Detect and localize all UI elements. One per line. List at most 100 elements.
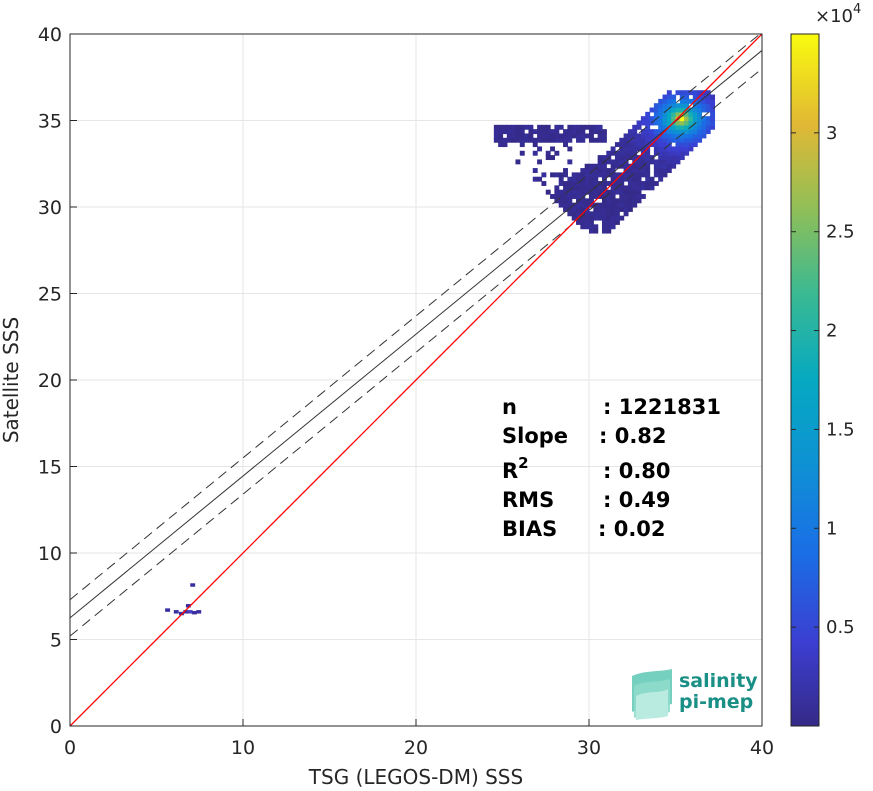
density-cell bbox=[601, 202, 607, 208]
density-cell bbox=[584, 215, 590, 221]
density-cell bbox=[601, 228, 607, 234]
stat-n-value: : 1221831 bbox=[603, 395, 721, 419]
density-cell bbox=[610, 219, 616, 225]
density-cell bbox=[688, 98, 694, 104]
density-cell bbox=[662, 103, 668, 109]
density-cell bbox=[662, 133, 668, 139]
y-tick-label: 40 bbox=[38, 24, 62, 46]
density-cell bbox=[589, 198, 594, 204]
density-cell bbox=[606, 168, 612, 173]
density-cell bbox=[636, 168, 642, 173]
density-cell bbox=[576, 133, 581, 139]
density-cell bbox=[610, 146, 616, 152]
density-cell bbox=[705, 116, 711, 122]
x-tick-label: 10 bbox=[231, 737, 255, 759]
density-cell bbox=[679, 116, 685, 122]
density-cell bbox=[627, 207, 633, 212]
density-cell bbox=[671, 103, 677, 109]
density-cell bbox=[541, 129, 547, 135]
density-cell bbox=[636, 133, 642, 139]
density-cell bbox=[619, 189, 625, 195]
density-cell bbox=[675, 155, 681, 161]
density-cell bbox=[653, 159, 659, 165]
density-cell bbox=[640, 142, 646, 148]
density-cell bbox=[563, 137, 568, 143]
density-cell bbox=[658, 111, 664, 117]
density-cell bbox=[563, 202, 568, 208]
density-cell bbox=[541, 124, 547, 130]
density-cell bbox=[584, 211, 590, 217]
density-cell bbox=[675, 159, 681, 165]
density-cell bbox=[563, 207, 568, 212]
density-cell bbox=[601, 181, 607, 186]
density-cell bbox=[688, 107, 694, 113]
density-cell bbox=[662, 159, 668, 165]
density-cell bbox=[632, 129, 638, 135]
density-cell bbox=[666, 120, 672, 126]
density-cell bbox=[601, 219, 607, 225]
density-cell bbox=[601, 207, 607, 212]
density-cell bbox=[601, 185, 607, 191]
density-cell bbox=[710, 98, 716, 104]
density-cell bbox=[580, 168, 586, 173]
density-cell bbox=[701, 124, 707, 130]
density-cell bbox=[537, 129, 543, 135]
density-cell bbox=[576, 194, 581, 199]
density-cell bbox=[697, 129, 703, 135]
density-cell bbox=[541, 172, 547, 178]
density-cell bbox=[645, 111, 651, 117]
x-tick-label: 20 bbox=[404, 737, 428, 759]
density-cell bbox=[697, 116, 703, 122]
density-cell bbox=[173, 610, 179, 614]
density-cell bbox=[589, 172, 594, 178]
density-cell bbox=[614, 202, 620, 208]
density-cell bbox=[515, 159, 521, 165]
density-cell bbox=[610, 215, 616, 221]
density-cell bbox=[589, 215, 594, 221]
density-cell bbox=[623, 194, 629, 199]
density-cell bbox=[614, 185, 620, 191]
regression-lines bbox=[70, 34, 762, 726]
density-cell bbox=[662, 168, 668, 173]
density-cell bbox=[671, 94, 677, 100]
stat-r2-label: R2 bbox=[502, 454, 529, 483]
density-cell bbox=[593, 176, 599, 182]
density-cell bbox=[614, 215, 620, 221]
density-cell bbox=[563, 133, 568, 139]
density-cell bbox=[666, 146, 672, 152]
density-cell bbox=[658, 124, 664, 130]
density-cell bbox=[606, 172, 612, 178]
density-cell bbox=[640, 159, 646, 165]
density-cell bbox=[705, 90, 711, 96]
density-cell bbox=[597, 211, 603, 217]
density-cell bbox=[554, 150, 560, 156]
density-cell bbox=[636, 120, 642, 126]
density-cell bbox=[606, 211, 612, 217]
density-cell bbox=[710, 120, 716, 126]
density-cell bbox=[619, 198, 625, 204]
density-cell bbox=[597, 159, 603, 165]
density-cell bbox=[606, 219, 612, 225]
density-cell bbox=[584, 176, 590, 182]
density-cell bbox=[653, 103, 659, 109]
density-cell bbox=[614, 163, 620, 169]
density-cell bbox=[493, 137, 499, 143]
density-cell bbox=[567, 124, 573, 130]
density-cell bbox=[610, 198, 616, 204]
colorbar-multiplier: ×104 bbox=[815, 2, 861, 27]
density-cell bbox=[550, 146, 555, 152]
density-cell bbox=[645, 172, 651, 178]
density-cell bbox=[593, 228, 599, 234]
density-cell bbox=[571, 133, 577, 139]
density-cell bbox=[640, 168, 646, 173]
density-cell bbox=[701, 103, 707, 109]
density-cell bbox=[679, 155, 685, 161]
density-cell bbox=[710, 94, 716, 100]
density-cell bbox=[178, 611, 184, 616]
density-cell bbox=[601, 211, 607, 217]
density-cell bbox=[671, 163, 677, 169]
density-cell bbox=[701, 107, 707, 113]
density-cell bbox=[532, 176, 538, 182]
density-cell bbox=[662, 155, 668, 161]
density-cell bbox=[666, 150, 672, 156]
